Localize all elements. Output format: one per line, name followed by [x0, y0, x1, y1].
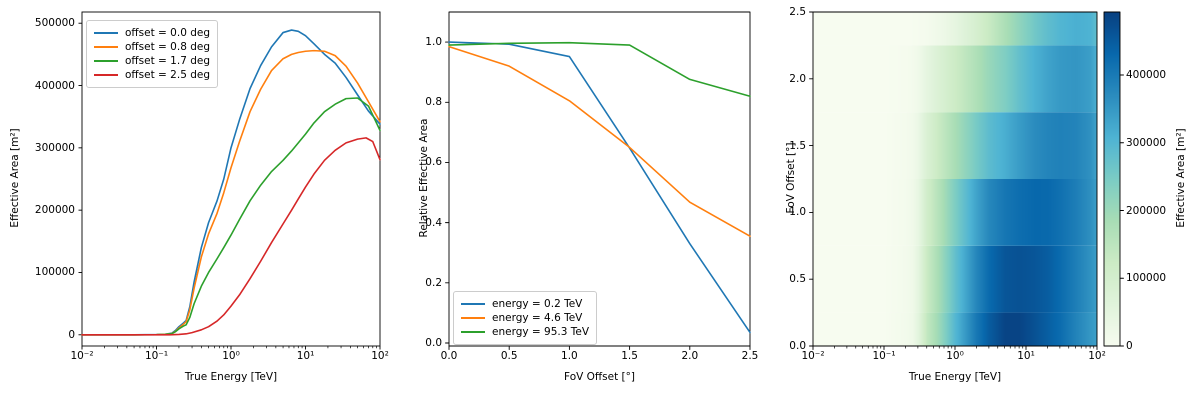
tick-label: 300000 — [34, 141, 75, 154]
x-axis-label-fov-offset: FoV Offset [°] — [564, 371, 635, 383]
tick-label: 2.0 — [789, 72, 806, 85]
tick-label: 0 — [68, 328, 75, 341]
tick-label: 300000 — [1126, 136, 1167, 149]
tick-label: 10⁰ — [222, 350, 240, 362]
legend-entry: offset = 0.0 deg — [94, 26, 210, 40]
tick-label: 10⁻¹ — [144, 350, 169, 362]
tick-label: 1.5 — [621, 350, 638, 362]
legend-line-swatch — [461, 317, 485, 319]
tick-label: 0.0 — [789, 340, 806, 352]
tick-label: 10⁻¹ — [872, 350, 896, 362]
tick-label: 0.2 — [425, 276, 442, 289]
tick-label: 0.0 — [425, 336, 442, 349]
legend-label: energy = 4.6 TeV — [492, 312, 583, 324]
tick-label: 10⁻² — [70, 350, 94, 362]
legend-line-swatch — [461, 303, 485, 305]
y-axis-label-effective-area: Effective Area [m²] — [9, 128, 21, 228]
legend-entry: energy = 4.6 TeV — [461, 311, 589, 325]
tick-label: 2.5 — [741, 350, 759, 362]
legend-entry: energy = 0.2 TeV — [461, 297, 589, 311]
tick-label: 10¹ — [1017, 350, 1035, 362]
tick-label: 200000 — [1126, 204, 1167, 217]
tick-label: 10⁰ — [946, 350, 964, 362]
legend-entry: offset = 0.8 deg — [94, 40, 210, 54]
legend-line-swatch — [94, 46, 118, 48]
x-axis-label-true-energy-right: True Energy [TeV] — [908, 371, 1002, 383]
tick-label: 0.4 — [425, 216, 442, 229]
legend-offsets: offset = 0.0 deg offset = 0.8 deg offset =… — [86, 20, 219, 88]
legend-energies: energy = 0.2 TeV energy = 4.6 TeV energy =… — [453, 291, 598, 345]
tick-label: 10⁻² — [801, 350, 825, 362]
legend-entry: offset = 2.5 deg — [94, 68, 210, 82]
x-axis-label-true-energy-left: True Energy [TeV] — [184, 371, 278, 383]
legend-entry: offset = 1.7 deg — [94, 54, 210, 68]
tick-label: 1.0 — [425, 36, 442, 49]
tick-label: 400000 — [1126, 69, 1167, 81]
tick-label: 100000 — [34, 266, 75, 279]
legend-line-swatch — [461, 331, 485, 333]
legend-line-swatch — [94, 74, 118, 76]
tick-label: 0.5 — [500, 350, 518, 362]
tick-label: 2.5 — [789, 6, 806, 18]
legend-label: offset = 2.5 deg — [125, 69, 211, 81]
tick-label: 1.0 — [789, 206, 806, 219]
y-axis-label-fov-offset: FoV Offset [°] — [785, 142, 797, 214]
tick-label: 100000 — [1126, 272, 1167, 285]
colorbar-label: Effective Area [m²] — [1175, 128, 1187, 228]
tick-label: 1.5 — [789, 139, 806, 152]
tick-label: 2.0 — [681, 350, 699, 362]
legend-label: energy = 95.3 TeV — [492, 326, 590, 338]
legend-line-swatch — [94, 60, 118, 62]
legend-label: offset = 0.0 deg — [125, 27, 211, 39]
tick-label: 0.6 — [425, 156, 442, 169]
tick-label: 0.8 — [425, 96, 442, 109]
tick-label: 400000 — [34, 79, 75, 92]
tick-label: 1.0 — [561, 350, 578, 362]
legend-entry: energy = 95.3 TeV — [461, 325, 589, 339]
tick-label: 10¹ — [296, 350, 315, 362]
tick-label: 0 — [1126, 340, 1133, 352]
tick-label: 200000 — [34, 204, 75, 217]
legend-label: offset = 1.7 deg — [125, 55, 211, 67]
legend-label: energy = 0.2 TeV — [492, 298, 583, 310]
tick-label: 0.0 — [440, 350, 458, 362]
tick-label: 500000 — [34, 17, 75, 30]
tick-label: 0.5 — [789, 273, 806, 286]
tick-label: 10² — [1088, 350, 1106, 362]
legend-line-swatch — [94, 32, 118, 34]
tick-label: 10² — [371, 350, 389, 362]
legend-label: offset = 0.8 deg — [125, 41, 211, 53]
